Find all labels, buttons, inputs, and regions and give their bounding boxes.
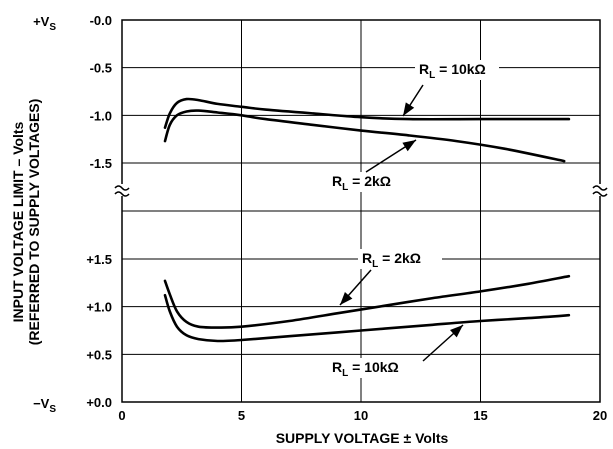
y-tick-label: +0.0	[86, 395, 112, 410]
arrow-head	[403, 102, 415, 116]
plot-frame	[121, 19, 601, 403]
annotation-background	[415, 60, 499, 80]
series-line-upper	[163, 109, 566, 163]
annotation-background	[358, 249, 442, 269]
annotation-label: RL = 2kΩ	[362, 250, 421, 270]
y-tick-label: -1.5	[90, 156, 112, 171]
x-tick-label: 5	[238, 408, 245, 423]
x-tick-label: 0	[118, 408, 125, 423]
arrow-head	[340, 292, 353, 305]
annotation-background	[328, 172, 412, 192]
y-tick-label: -0.0	[90, 13, 112, 28]
x-tick-label: 15	[473, 408, 487, 423]
axis-break-mark	[114, 191, 130, 197]
x-tick-label: 20	[593, 408, 607, 423]
y-tick-label: -0.5	[90, 61, 112, 76]
annotation-background	[328, 358, 412, 378]
y-tick-label: +0.5	[86, 347, 112, 362]
y-axis-label: INPUT VOLTAGE LIMIT – Volts	[10, 121, 26, 322]
series-line-upper	[163, 97, 571, 129]
axis-break-gap	[116, 184, 128, 196]
annotation-label: RL = 10kΩ	[419, 61, 486, 81]
axis-break-mark	[592, 185, 608, 191]
x-axis-label: SUPPLY VOLTAGE ± Volts	[276, 430, 449, 446]
series-line-lower	[163, 274, 571, 329]
axis-break-mark	[592, 191, 608, 197]
y-tick-label: -1.0	[90, 108, 112, 123]
annotation-label: RL = 2kΩ	[332, 173, 391, 193]
upper-ref-label: +VS	[33, 14, 56, 33]
y-axis-label-2: (REFERRED TO SUPPLY VOLTAGES)	[26, 99, 42, 346]
x-tick-label: 10	[354, 408, 368, 423]
plot-area: -0.0 -0.5 -1.0 -1.5 +0.0 +0.5 +1.0 +1.5 0 5 10 15 20…	[86, 13, 608, 423]
y-tick-label: +1.5	[86, 252, 112, 267]
axis-break-gap	[594, 184, 606, 196]
series-line-lower	[163, 293, 571, 343]
y-tick-label: +1.0	[86, 300, 112, 315]
axis-break-mark	[114, 185, 130, 191]
lower-ref-label: −VS	[33, 396, 56, 415]
annotation-label: RL = 10kΩ	[332, 359, 399, 379]
arrow-head	[450, 325, 463, 338]
arrow-head	[402, 140, 416, 152]
